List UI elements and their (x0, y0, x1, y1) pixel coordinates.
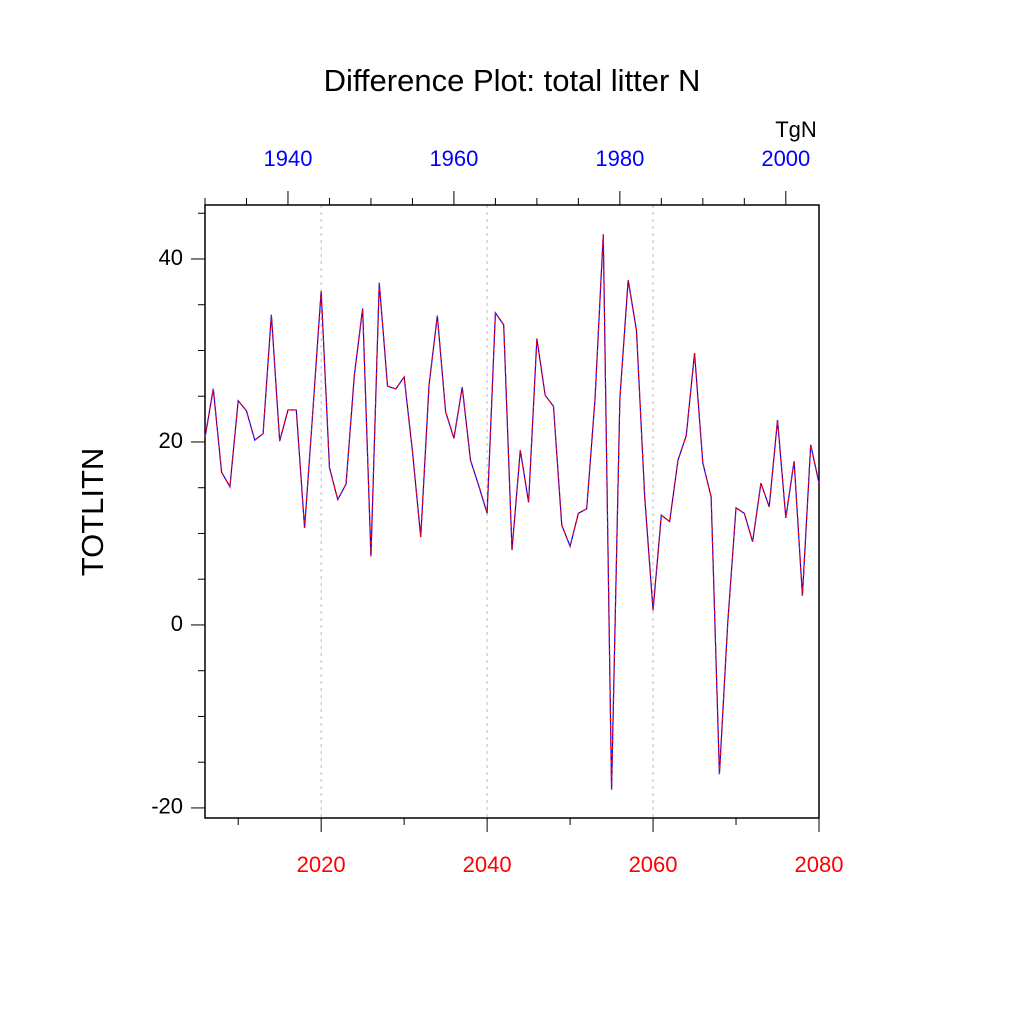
x-tick-label: 2080 (795, 852, 844, 877)
x2-tick-label: 1980 (595, 146, 644, 171)
y-tick-label: -20 (151, 794, 183, 819)
y-tick-label: 0 (171, 611, 183, 636)
data-line (204, 234, 820, 790)
x2-tick-label: 1960 (429, 146, 478, 171)
x-tick-label: 2040 (463, 852, 512, 877)
chart-title: Difference Plot: total litter N (324, 63, 701, 98)
x2-tick-label: 1940 (263, 146, 312, 171)
data-line (204, 234, 820, 790)
y-tick-label: 40 (159, 245, 183, 270)
plot-frame (204, 204, 820, 819)
x-tick-label: 2060 (629, 852, 678, 877)
x2-tick-label: 2000 (761, 146, 810, 171)
y-axis-label: TOTLITN (75, 448, 110, 577)
x-tick-label: 2020 (297, 852, 346, 877)
unit-label: TgN (775, 117, 817, 142)
y-tick-label: 20 (159, 428, 183, 453)
